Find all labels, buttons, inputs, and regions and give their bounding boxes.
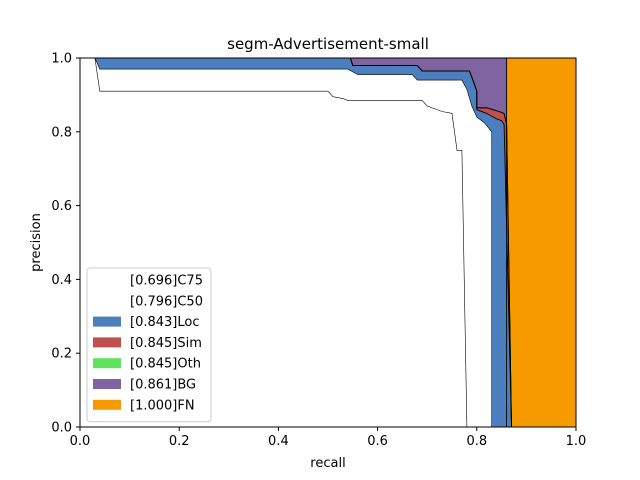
legend-label: [0.696]C75	[130, 274, 203, 289]
curve-c50	[94, 57, 493, 427]
legend-label: [0.843]Loc	[130, 315, 199, 330]
y-tick-label: 0.8	[51, 125, 72, 140]
legend-swatch	[93, 275, 121, 285]
legend-label: [0.861]BG	[130, 378, 196, 393]
y-tick-label: 0.0	[51, 421, 72, 436]
x-tick-label: 0.0	[70, 434, 91, 449]
x-tick-label: 0.2	[169, 434, 190, 449]
x-tick-label: 0.6	[367, 434, 388, 449]
plot-frame	[79, 57, 577, 428]
legend-swatch	[93, 399, 121, 410]
y-tick-label: 0.4	[51, 273, 72, 288]
legend-label: [1.000]FN	[130, 398, 195, 413]
x-tick-label: 0.8	[466, 434, 487, 449]
legend-swatch	[93, 379, 121, 389]
x-axis-label: recall	[310, 456, 345, 471]
legend-label: [0.845]Sim	[130, 336, 202, 351]
x-tick-label: 0.4	[268, 434, 289, 449]
axis-ticks: 0.0 0.2 0.4 0.6 0.8 1.0 0.0 0.2 0.4 0.6 0.8 1.0	[51, 52, 586, 450]
legend-swatch	[93, 316, 121, 327]
y-tick-label: 1.0	[51, 52, 72, 67]
legend-swatch	[93, 337, 121, 348]
legend-label: [0.845]Oth	[130, 357, 201, 372]
legend: [0.696]C75 [0.796]C50 [0.843]Loc [0.845]Sim…	[86, 267, 212, 423]
legend-swatch	[93, 358, 121, 369]
y-tick-label: 0.6	[51, 199, 72, 214]
y-tick-label: 0.2	[51, 347, 72, 362]
y-axis-label: precision	[29, 213, 44, 272]
chart-title: segm-Advertisement-small	[227, 35, 429, 53]
curve-loc	[94, 57, 512, 428]
legend-swatch	[93, 295, 121, 306]
curve-c75	[94, 57, 468, 428]
x-tick-label: 1.0	[566, 434, 587, 449]
legend-label: [0.796]C50	[130, 294, 203, 309]
